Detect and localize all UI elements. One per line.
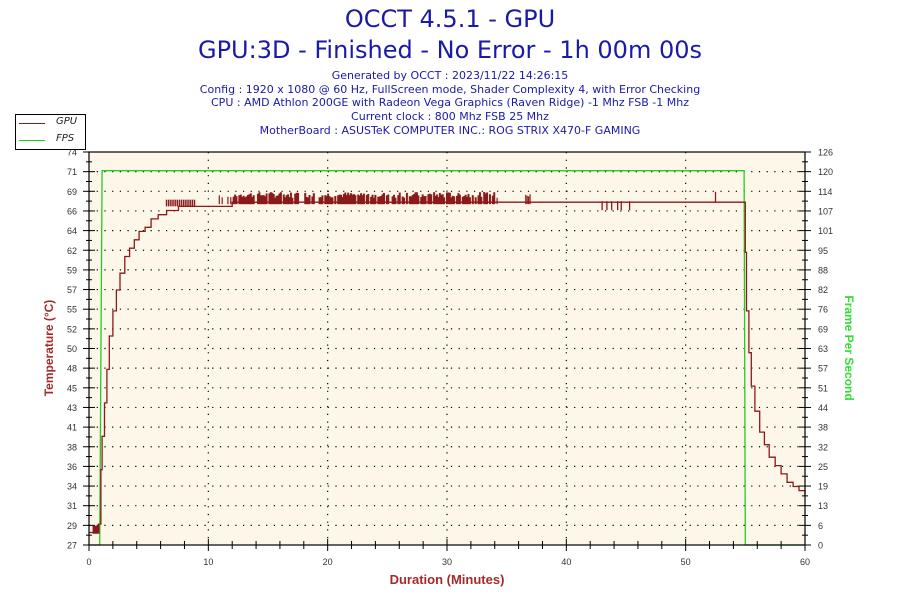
svg-text:13: 13 — [818, 501, 828, 511]
svg-text:29: 29 — [67, 521, 77, 531]
svg-text:10: 10 — [203, 557, 213, 567]
svg-text:63: 63 — [818, 344, 828, 354]
clock-line: Current clock : 800 Mhz FSB 25 Mhz — [351, 110, 549, 124]
svg-text:50: 50 — [67, 344, 77, 354]
y-axis-label: Temperature (°C) — [42, 300, 56, 397]
svg-text:59: 59 — [67, 265, 77, 275]
svg-text:20: 20 — [323, 557, 333, 567]
svg-text:120: 120 — [818, 167, 833, 177]
plot-area — [89, 152, 805, 545]
svg-text:45: 45 — [67, 383, 77, 393]
svg-text:69: 69 — [67, 187, 77, 197]
legend-item-fps: FPS — [16, 132, 85, 148]
svg-text:50: 50 — [681, 557, 691, 567]
svg-text:66: 66 — [67, 206, 77, 216]
svg-text:76: 76 — [818, 305, 828, 315]
svg-text:44: 44 — [818, 403, 828, 413]
svg-text:62: 62 — [67, 246, 77, 256]
svg-text:0: 0 — [818, 541, 823, 551]
chart-subtitle: GPU:3D - Finished - No Error - 1h 00m 00… — [197, 36, 702, 64]
temp-fluctuation-spikes — [92, 191, 717, 534]
svg-text:27: 27 — [67, 541, 77, 551]
x-axis-label: Duration (Minutes) — [390, 572, 505, 587]
svg-text:95: 95 — [818, 246, 828, 256]
y2-axis-label: Frame Per Second — [842, 295, 856, 400]
test-info: Generated by OCCT : 2023/11/22 14:26:15 … — [0, 69, 900, 137]
svg-text:101: 101 — [818, 226, 833, 236]
svg-text:36: 36 — [67, 462, 77, 472]
svg-text:40: 40 — [561, 557, 571, 567]
generated-line: Generated by OCCT : 2023/11/22 14:26:15 — [331, 69, 569, 82]
svg-text:57: 57 — [67, 285, 77, 295]
svg-text:25: 25 — [818, 462, 828, 472]
legend: GPU FPS — [15, 114, 86, 150]
y-axis-ticks: 74 71 69 66 64 62 59 57 55 52 50 48 45 43 41 38 36 34 31 29… — [67, 148, 95, 551]
svg-text:82: 82 — [818, 285, 828, 295]
svg-text:88: 88 — [818, 265, 828, 275]
gpu-temp-series — [89, 201, 806, 534]
svg-text:38: 38 — [67, 442, 77, 452]
chart-title: OCCT 4.5.1 - GPU — [344, 5, 556, 33]
gpu-swatch-icon — [19, 123, 45, 124]
y2-axis-ticks: 126 120 114 107 101 95 88 82 76 69 63 57 51 44 38 32 25 1… — [799, 148, 833, 551]
svg-text:31: 31 — [67, 501, 77, 511]
svg-text:57: 57 — [818, 364, 828, 374]
svg-text:43: 43 — [67, 403, 77, 413]
legend-item-gpu: GPU — [16, 115, 85, 131]
svg-text:0: 0 — [86, 557, 91, 567]
svg-text:6: 6 — [818, 521, 823, 531]
svg-text:71: 71 — [67, 167, 77, 177]
fps-swatch-icon — [19, 140, 45, 141]
svg-text:34: 34 — [67, 482, 77, 492]
svg-text:114: 114 — [818, 187, 832, 197]
svg-text:48: 48 — [67, 364, 77, 374]
legend-label-fps: FPS — [56, 133, 75, 144]
x-axis-ticks: 0 10 20 30 40 50 60 — [86, 539, 810, 567]
svg-text:38: 38 — [818, 423, 828, 433]
svg-text:60: 60 — [800, 557, 810, 567]
svg-text:74: 74 — [67, 148, 77, 158]
svg-text:51: 51 — [818, 383, 828, 393]
svg-text:32: 32 — [818, 442, 828, 452]
svg-text:19: 19 — [818, 482, 828, 492]
svg-text:52: 52 — [67, 324, 77, 334]
svg-text:55: 55 — [67, 305, 77, 315]
svg-text:64: 64 — [67, 226, 77, 236]
legend-label-gpu: GPU — [56, 116, 78, 127]
svg-text:107: 107 — [818, 206, 833, 216]
motherboard-line: MotherBoard : ASUSTeK COMPUTER INC.: ROG… — [259, 123, 641, 137]
svg-text:41: 41 — [67, 423, 77, 433]
config-line: Config : 1920 x 1080 @ 60 Hz, FullScreen… — [199, 82, 701, 96]
svg-text:126: 126 — [818, 148, 833, 158]
svg-text:69: 69 — [818, 324, 828, 334]
svg-text:30: 30 — [442, 557, 452, 567]
cpu-line: CPU : AMD Athlon 200GE with Radeon Vega … — [211, 96, 689, 110]
